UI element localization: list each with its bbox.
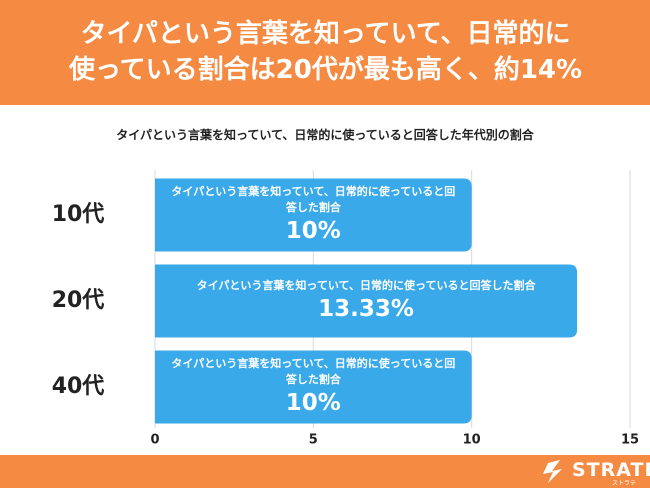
bar-label-box: タイパという言葉を知っていて、日常的に使っていると回答した割合 10% bbox=[155, 351, 472, 424]
bar-label-box: タイパという言葉を知っていて、日常的に使っていると回答した割合 13.33% bbox=[155, 265, 577, 338]
series-name: タイパという言葉を知っていて、日常的に使っていると回答した割合 bbox=[171, 185, 456, 214]
y-tick-label: 10代 bbox=[52, 202, 105, 227]
bar-label: タイパという言葉を知っていて、日常的に使っていると回答した割合 10% bbox=[155, 179, 472, 252]
series-name: タイパという言葉を知っていて、日常的に使っていると回答した割合 bbox=[171, 357, 456, 386]
x-tick-label: 15 bbox=[621, 433, 639, 448]
x-tick-label: 5 bbox=[309, 433, 318, 448]
chart-title: タイパという言葉を知っていて、日常的に使っている割合は20代が最も高く、約14% bbox=[68, 19, 583, 85]
chart-subtitle: タイパという言葉を知っていて、日常的に使っていると回答した年代別の割合 bbox=[116, 128, 534, 142]
value-label: 10% bbox=[285, 218, 341, 244]
footer-band: STRATE ストラテ bbox=[0, 455, 650, 488]
bar-label-box: タイパという言葉を知っていて、日常的に使っていると回答した割合 10% bbox=[155, 179, 472, 252]
value-label: 10% bbox=[285, 390, 341, 416]
y-tick-label: 40代 bbox=[52, 374, 105, 399]
bar bbox=[155, 350, 472, 424]
series-name: タイパという言葉を知っていて、日常的に使っていると回答した割合 bbox=[196, 279, 536, 292]
logo-icon bbox=[543, 460, 562, 483]
bar-label: タイパという言葉を知っていて、日常的に使っていると回答した割合 13.33% bbox=[155, 265, 577, 338]
bar-label: タイパという言葉を知っていて、日常的に使っていると回答した割合 10% bbox=[155, 351, 472, 424]
brand: STRATE bbox=[572, 459, 650, 481]
brand-kana: ストラテ bbox=[612, 480, 637, 487]
x-tick-label: 0 bbox=[150, 433, 159, 448]
value-label: 13.33% bbox=[318, 296, 414, 322]
bar bbox=[155, 178, 472, 252]
header-band: タイパという言葉を知っていて、日常的に使っている割合は20代が最も高く、約14% bbox=[0, 0, 650, 105]
y-tick-label: 20代 bbox=[52, 288, 105, 313]
bar bbox=[155, 264, 578, 338]
x-tick-label: 10 bbox=[463, 433, 481, 448]
